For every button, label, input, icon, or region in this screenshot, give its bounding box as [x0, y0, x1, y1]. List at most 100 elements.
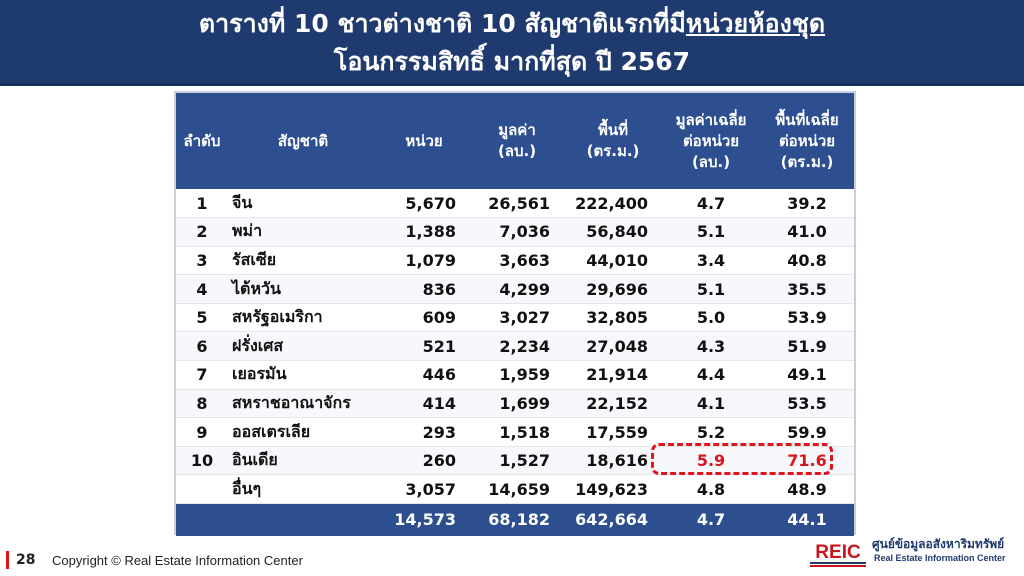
col-header-avg-value-l2: ต่อหน่วย	[682, 131, 740, 150]
col-header-area-l1: พื้นที่	[597, 121, 629, 139]
cell-value: 3,663	[470, 246, 564, 276]
cell-units: 446	[378, 360, 470, 390]
cell-value: 7,036	[470, 217, 564, 247]
col-header-area: พื้นที่ (ตร.ม.)	[564, 93, 662, 189]
cell-units: 609	[378, 303, 470, 333]
total-units: 14,573	[378, 503, 470, 536]
col-header-avg-area-l1: พื้นที่เฉลี่ย	[775, 110, 839, 129]
cell-units: 260	[378, 446, 470, 476]
cell-value: 1,699	[470, 389, 564, 419]
cell-area: 32,805	[564, 303, 662, 333]
table-row: อื่นๆ 3,057 14,659 149,623 4.8 48.9	[176, 474, 854, 505]
logo-thai-name: ศูนย์ข้อมูลอสังหาริมทรัพย์	[872, 537, 1005, 551]
cell-avg-area: 48.9	[760, 474, 854, 505]
cell-nation: อื่นๆ	[228, 474, 378, 505]
cell-avg-value: 5.1	[662, 217, 760, 247]
table-header-row: ลำดับ สัญชาติ หน่วย มูลค่า (ลบ.) พื้นที่…	[176, 93, 854, 189]
total-area: 642,664	[564, 503, 662, 536]
footer-accent-bar	[6, 551, 9, 569]
cell-value: 4,299	[470, 274, 564, 304]
cell-rank: 5	[176, 303, 228, 333]
cell-avg-value: 4.3	[662, 331, 760, 362]
col-header-avg-value: มูลค่าเฉลี่ย ต่อหน่วย (ลบ.)	[662, 93, 760, 189]
data-table-container: ลำดับ สัญชาติ หน่วย มูลค่า (ลบ.) พื้นที่…	[174, 91, 856, 536]
table-row: 6 ฝรั่งเศส 521 2,234 27,048 4.3 51.9	[176, 331, 854, 362]
cell-value: 1,959	[470, 360, 564, 390]
total-avg-area: 44.1	[760, 503, 854, 536]
cell-units: 1,388	[378, 217, 470, 247]
cell-area: 149,623	[564, 474, 662, 505]
cell-nation: จีน	[228, 189, 378, 219]
col-header-avg-area: พื้นที่เฉลี่ย ต่อหน่วย (ตร.ม.)	[760, 93, 854, 189]
cell-area: 29,696	[564, 274, 662, 304]
cell-avg-area: 51.9	[760, 331, 854, 362]
cell-rank: 3	[176, 246, 228, 276]
cell-value: 3,027	[470, 303, 564, 333]
cell-units: 5,670	[378, 189, 470, 219]
cell-avg-value-highlighted: 5.9	[662, 446, 760, 476]
cell-value: 2,234	[470, 331, 564, 362]
cell-rank: 8	[176, 389, 228, 419]
cell-area: 22,152	[564, 389, 662, 419]
total-rank	[176, 503, 228, 536]
table-row: 2 พม่า 1,388 7,036 56,840 5.1 41.0	[176, 217, 854, 247]
cell-rank: 1	[176, 189, 228, 219]
cell-units: 3,057	[378, 474, 470, 505]
cell-avg-area: 53.9	[760, 303, 854, 333]
cell-area: 56,840	[564, 217, 662, 247]
cell-units: 521	[378, 331, 470, 362]
cell-nation: เยอรมัน	[228, 360, 378, 390]
cell-nation: พม่า	[228, 217, 378, 247]
cell-avg-value: 4.7	[662, 189, 760, 219]
cell-avg-area: 53.5	[760, 389, 854, 419]
cell-avg-area: 39.2	[760, 189, 854, 219]
col-header-area-l2: (ตร.ม.)	[586, 142, 640, 160]
table-row: 9 ออสเตรเลีย 293 1,518 17,559 5.2 59.9	[176, 417, 854, 447]
nationality-condo-table: ลำดับ สัญชาติ หน่วย มูลค่า (ลบ.) พื้นที่…	[176, 93, 854, 536]
reic-logo-icon: REIC	[808, 540, 868, 567]
col-header-nation: สัญชาติ	[277, 131, 329, 150]
col-header-rank: ลำดับ	[183, 131, 221, 150]
cell-avg-value: 5.1	[662, 274, 760, 304]
cell-nation: ออสเตรเลีย	[228, 417, 378, 447]
col-header-value: มูลค่า (ลบ.)	[470, 93, 564, 189]
col-header-value-l1: มูลค่า	[498, 121, 536, 139]
cell-value: 26,561	[470, 189, 564, 219]
table-row: 1 จีน 5,670 26,561 222,400 4.7 39.2	[176, 189, 854, 219]
page-header: ตารางที่ 10 ชาวต่างชาติ 10 สัญชาติแรกที่…	[0, 0, 1024, 86]
col-header-value-l2: (ลบ.)	[497, 142, 537, 160]
title-prefix: ตารางที่ 10 ชาวต่างชาติ 10 สัญชาติแรกที่…	[198, 9, 686, 38]
cell-avg-area: 41.0	[760, 217, 854, 247]
col-header-avg-value-l3: (ลบ.)	[691, 152, 731, 171]
logo-english-name: Real Estate Information Center	[874, 553, 1006, 563]
cell-avg-area: 40.8	[760, 246, 854, 276]
table-row: 10 อินเดีย 260 1,527 18,616 5.9 71.6	[176, 446, 854, 476]
cell-avg-area: 59.9	[760, 417, 854, 447]
cell-avg-value: 4.4	[662, 360, 760, 390]
cell-avg-area: 49.1	[760, 360, 854, 390]
col-header-avg-value-l1: มูลค่าเฉลี่ย	[675, 110, 747, 129]
col-header-avg-area-l2: ต่อหน่วย	[778, 131, 836, 150]
cell-area: 21,914	[564, 360, 662, 390]
cell-nation: อินเดีย	[228, 446, 378, 476]
total-avg-value: 4.7	[662, 503, 760, 536]
cell-avg-area-highlighted: 71.6	[760, 446, 854, 476]
cell-avg-value: 4.1	[662, 389, 760, 419]
cell-avg-value: 5.0	[662, 303, 760, 333]
col-header-avg-area-l3: (ตร.ม.)	[780, 152, 834, 171]
table-row: 8 สหราชอาณาจักร 414 1,699 22,152 4.1 53.…	[176, 389, 854, 419]
cell-units: 414	[378, 389, 470, 419]
cell-avg-value: 4.8	[662, 474, 760, 505]
page-number: 28	[16, 552, 36, 568]
india-highlight-box	[651, 443, 833, 475]
cell-area: 18,616	[564, 446, 662, 476]
cell-nation: ไต้หวัน	[228, 274, 378, 304]
title-line-2: โอนกรรมสิทธิ์ มากที่สุด ปี 2567	[333, 47, 691, 76]
table-row: 3 รัสเซีย 1,079 3,663 44,010 3.4 40.8	[176, 246, 854, 276]
cell-rank	[176, 474, 228, 505]
cell-area: 27,048	[564, 331, 662, 362]
cell-avg-area: 35.5	[760, 274, 854, 304]
table-row: 5 สหรัฐอเมริกา 609 3,027 32,805 5.0 53.9	[176, 303, 854, 333]
cell-rank: 9	[176, 417, 228, 447]
title-highlight: หน่วยห้องชุด	[685, 9, 826, 38]
